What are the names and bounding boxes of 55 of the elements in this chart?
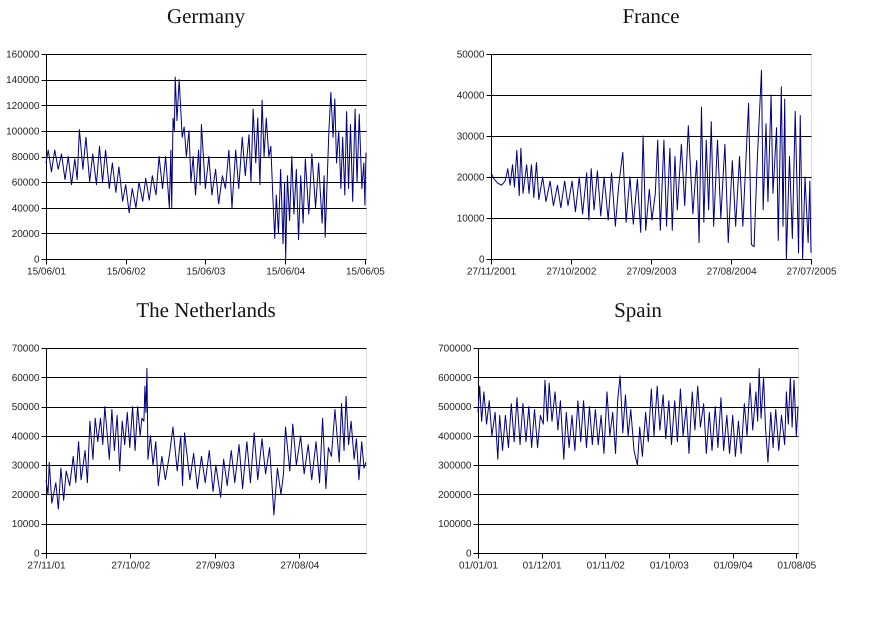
x-tick-label: 27/09/2003 xyxy=(626,266,677,278)
y-tick-label: 100000 xyxy=(438,519,472,530)
y-tick-label: 700000 xyxy=(438,344,472,354)
y-tick-label: 160000 xyxy=(6,50,40,60)
x-tick-label: 27/08/2004 xyxy=(706,266,758,278)
x-tick-label: 01/12/01 xyxy=(522,560,562,572)
y-tick-label: 30000 xyxy=(456,132,485,142)
y-tick-label: 10000 xyxy=(12,519,40,530)
y-tick-label: 10000 xyxy=(456,214,485,224)
y-tick-label: 40000 xyxy=(12,203,40,214)
x-tick-label: 01/10/03 xyxy=(650,560,690,572)
chart-title: The Netherlands xyxy=(136,298,276,322)
y-tick-label: 500000 xyxy=(438,402,472,414)
y-tick-label: 200000 xyxy=(438,490,472,501)
y-tick-label: 40000 xyxy=(12,431,40,442)
y-tick-label: 60000 xyxy=(12,372,40,384)
x-tick-label: 27/09/03 xyxy=(196,560,236,572)
x-tick-label: 15/06/03 xyxy=(186,266,226,278)
y-tick-label: 400000 xyxy=(438,431,472,442)
y-tick-label: 50000 xyxy=(12,402,40,414)
y-tick-label: 70000 xyxy=(12,344,40,354)
y-tick-label: 300000 xyxy=(438,460,472,472)
y-tick-label: 30000 xyxy=(12,460,40,472)
x-tick-label: 01/01/01 xyxy=(459,560,498,572)
x-tick-label: 15/06/02 xyxy=(106,266,146,278)
y-tick-label: 100000 xyxy=(6,126,40,138)
y-tick-label: 40000 xyxy=(456,90,485,102)
x-tick-label: 27/11/2001 xyxy=(466,266,517,278)
x-tick-label: 27/08/04 xyxy=(280,560,320,572)
x-tick-label: 01/09/04 xyxy=(714,560,754,572)
x-tick-label: 01/11/02 xyxy=(586,560,626,572)
x-tick-label: 15/06/04 xyxy=(266,266,306,278)
chart-title: France xyxy=(622,4,680,28)
y-tick-label: 120000 xyxy=(6,100,40,112)
x-tick-label: 27/11/01 xyxy=(27,560,66,572)
y-tick-label: 0 xyxy=(34,548,40,560)
y-tick-label: 60000 xyxy=(12,178,40,189)
x-tick-label: 27/10/02 xyxy=(111,560,151,572)
x-tick-label: 27/10/2002 xyxy=(546,266,597,278)
y-tick-label: 600000 xyxy=(438,372,472,384)
x-tick-label: 01/08/05 xyxy=(777,560,817,572)
chart-title: Spain xyxy=(614,298,662,322)
x-tick-label: 15/06/05 xyxy=(346,266,386,278)
y-tick-label: 20000 xyxy=(12,228,40,240)
x-tick-label: 15/06/01 xyxy=(27,266,66,278)
y-tick-label: 140000 xyxy=(6,75,40,86)
y-tick-label: 0 xyxy=(478,254,485,266)
y-tick-label: 50000 xyxy=(456,50,485,60)
y-tick-label: 0 xyxy=(34,254,40,266)
x-tick-label: 27/07/2005 xyxy=(786,266,837,278)
y-tick-label: 20000 xyxy=(456,172,485,184)
y-tick-label: 0 xyxy=(466,548,472,560)
chart-title: Germany xyxy=(166,4,246,28)
y-tick-label: 80000 xyxy=(12,152,40,163)
y-tick-label: 20000 xyxy=(12,490,40,501)
